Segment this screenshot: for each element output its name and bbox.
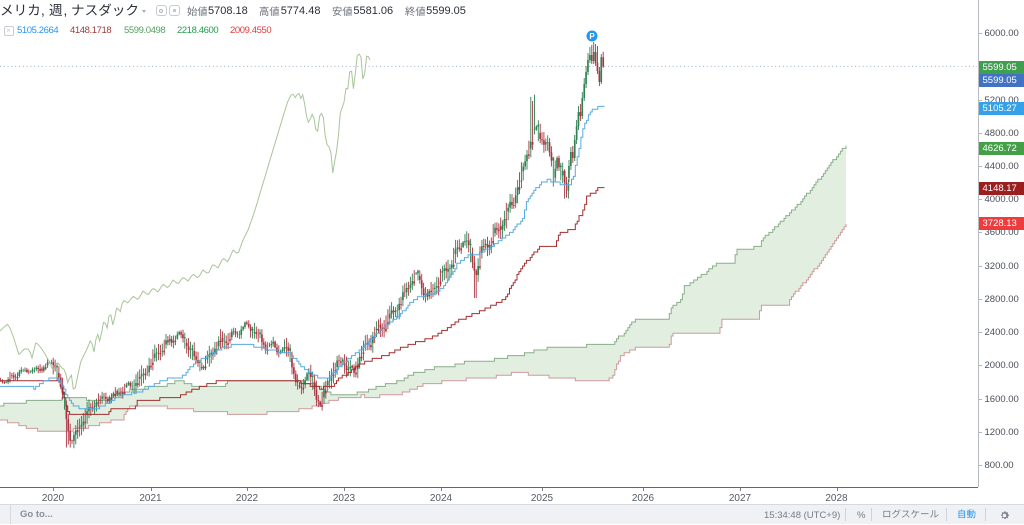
svg-text:P: P	[589, 32, 595, 41]
